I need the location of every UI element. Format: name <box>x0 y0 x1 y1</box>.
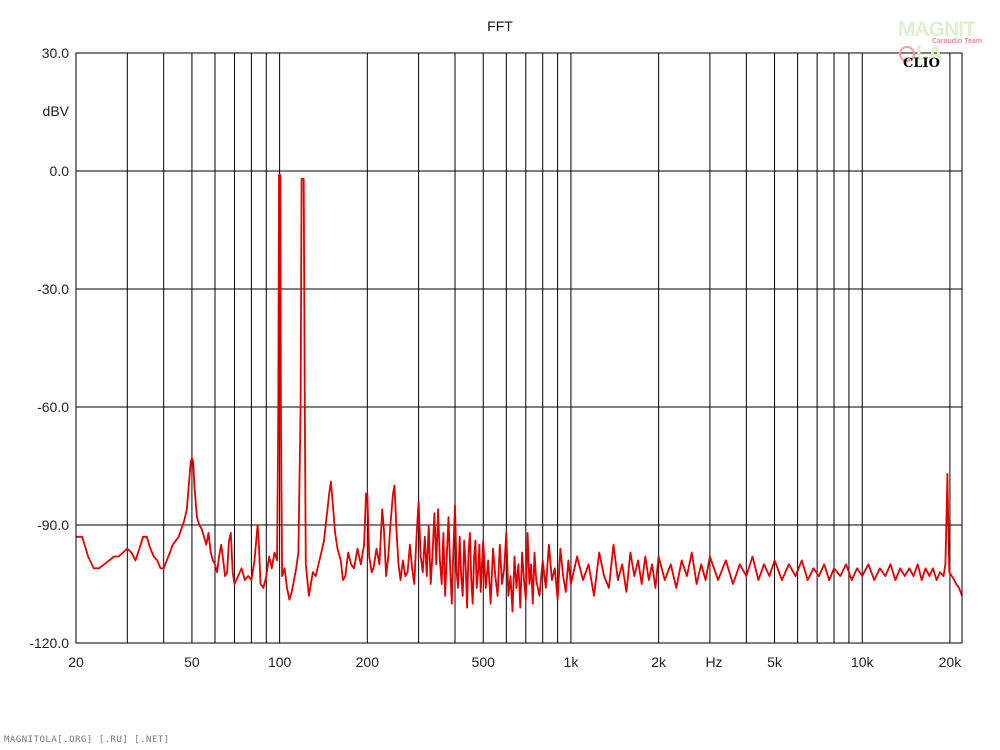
x-tick-label: 100 <box>268 654 292 670</box>
footer-watermark: MAGNITOLA[.ORG] [.RU] [.NET] <box>4 735 170 745</box>
plot-area <box>76 53 962 643</box>
series-layer <box>76 174 963 613</box>
y-tick-label: -30.0 <box>37 281 69 297</box>
x-tick-label: 1k <box>564 654 580 670</box>
y-tick-label: -120.0 <box>29 635 69 651</box>
chart-title: FFT <box>487 18 513 34</box>
y-tick-label: -90.0 <box>37 517 69 533</box>
x-axis-label: Hz <box>705 654 722 670</box>
x-tick-label: 20 <box>68 654 84 670</box>
logo-wordmark: MAGNITLA <box>898 18 976 65</box>
clio-brand: CLIO <box>903 56 940 71</box>
y-axis-label: dBV <box>43 103 70 119</box>
magnitola-logo: MAGNITLA Caraudio Team <box>898 18 988 65</box>
y-tick-label: 30.0 <box>42 45 69 61</box>
x-tick-label: 5k <box>767 654 783 670</box>
x-tick-label: 2k <box>651 654 667 670</box>
y-tick-label: -60.0 <box>37 399 69 415</box>
logo-subtitle: Caraudio Team <box>931 38 982 45</box>
x-tick-label: 50 <box>184 654 200 670</box>
x-tick-label: 200 <box>356 654 380 670</box>
grid-lines <box>76 52 962 644</box>
logo-ring-icon <box>899 46 915 63</box>
x-tick-label: 500 <box>472 654 496 670</box>
x-tick-label: 10k <box>851 654 875 670</box>
x-tick-label: 20k <box>939 654 963 670</box>
y-axis-tick-labels: 30.0 0.0 -30.0 -60.0 -90.0 -120.0 <box>29 45 69 651</box>
fft-series-line <box>76 174 963 613</box>
plot-frame <box>75 52 963 644</box>
x-axis-tick-labels: 20 50 100 200 500 1k 2k 5k 10k 20k <box>68 654 962 670</box>
y-tick-label: 0.0 <box>50 163 70 179</box>
